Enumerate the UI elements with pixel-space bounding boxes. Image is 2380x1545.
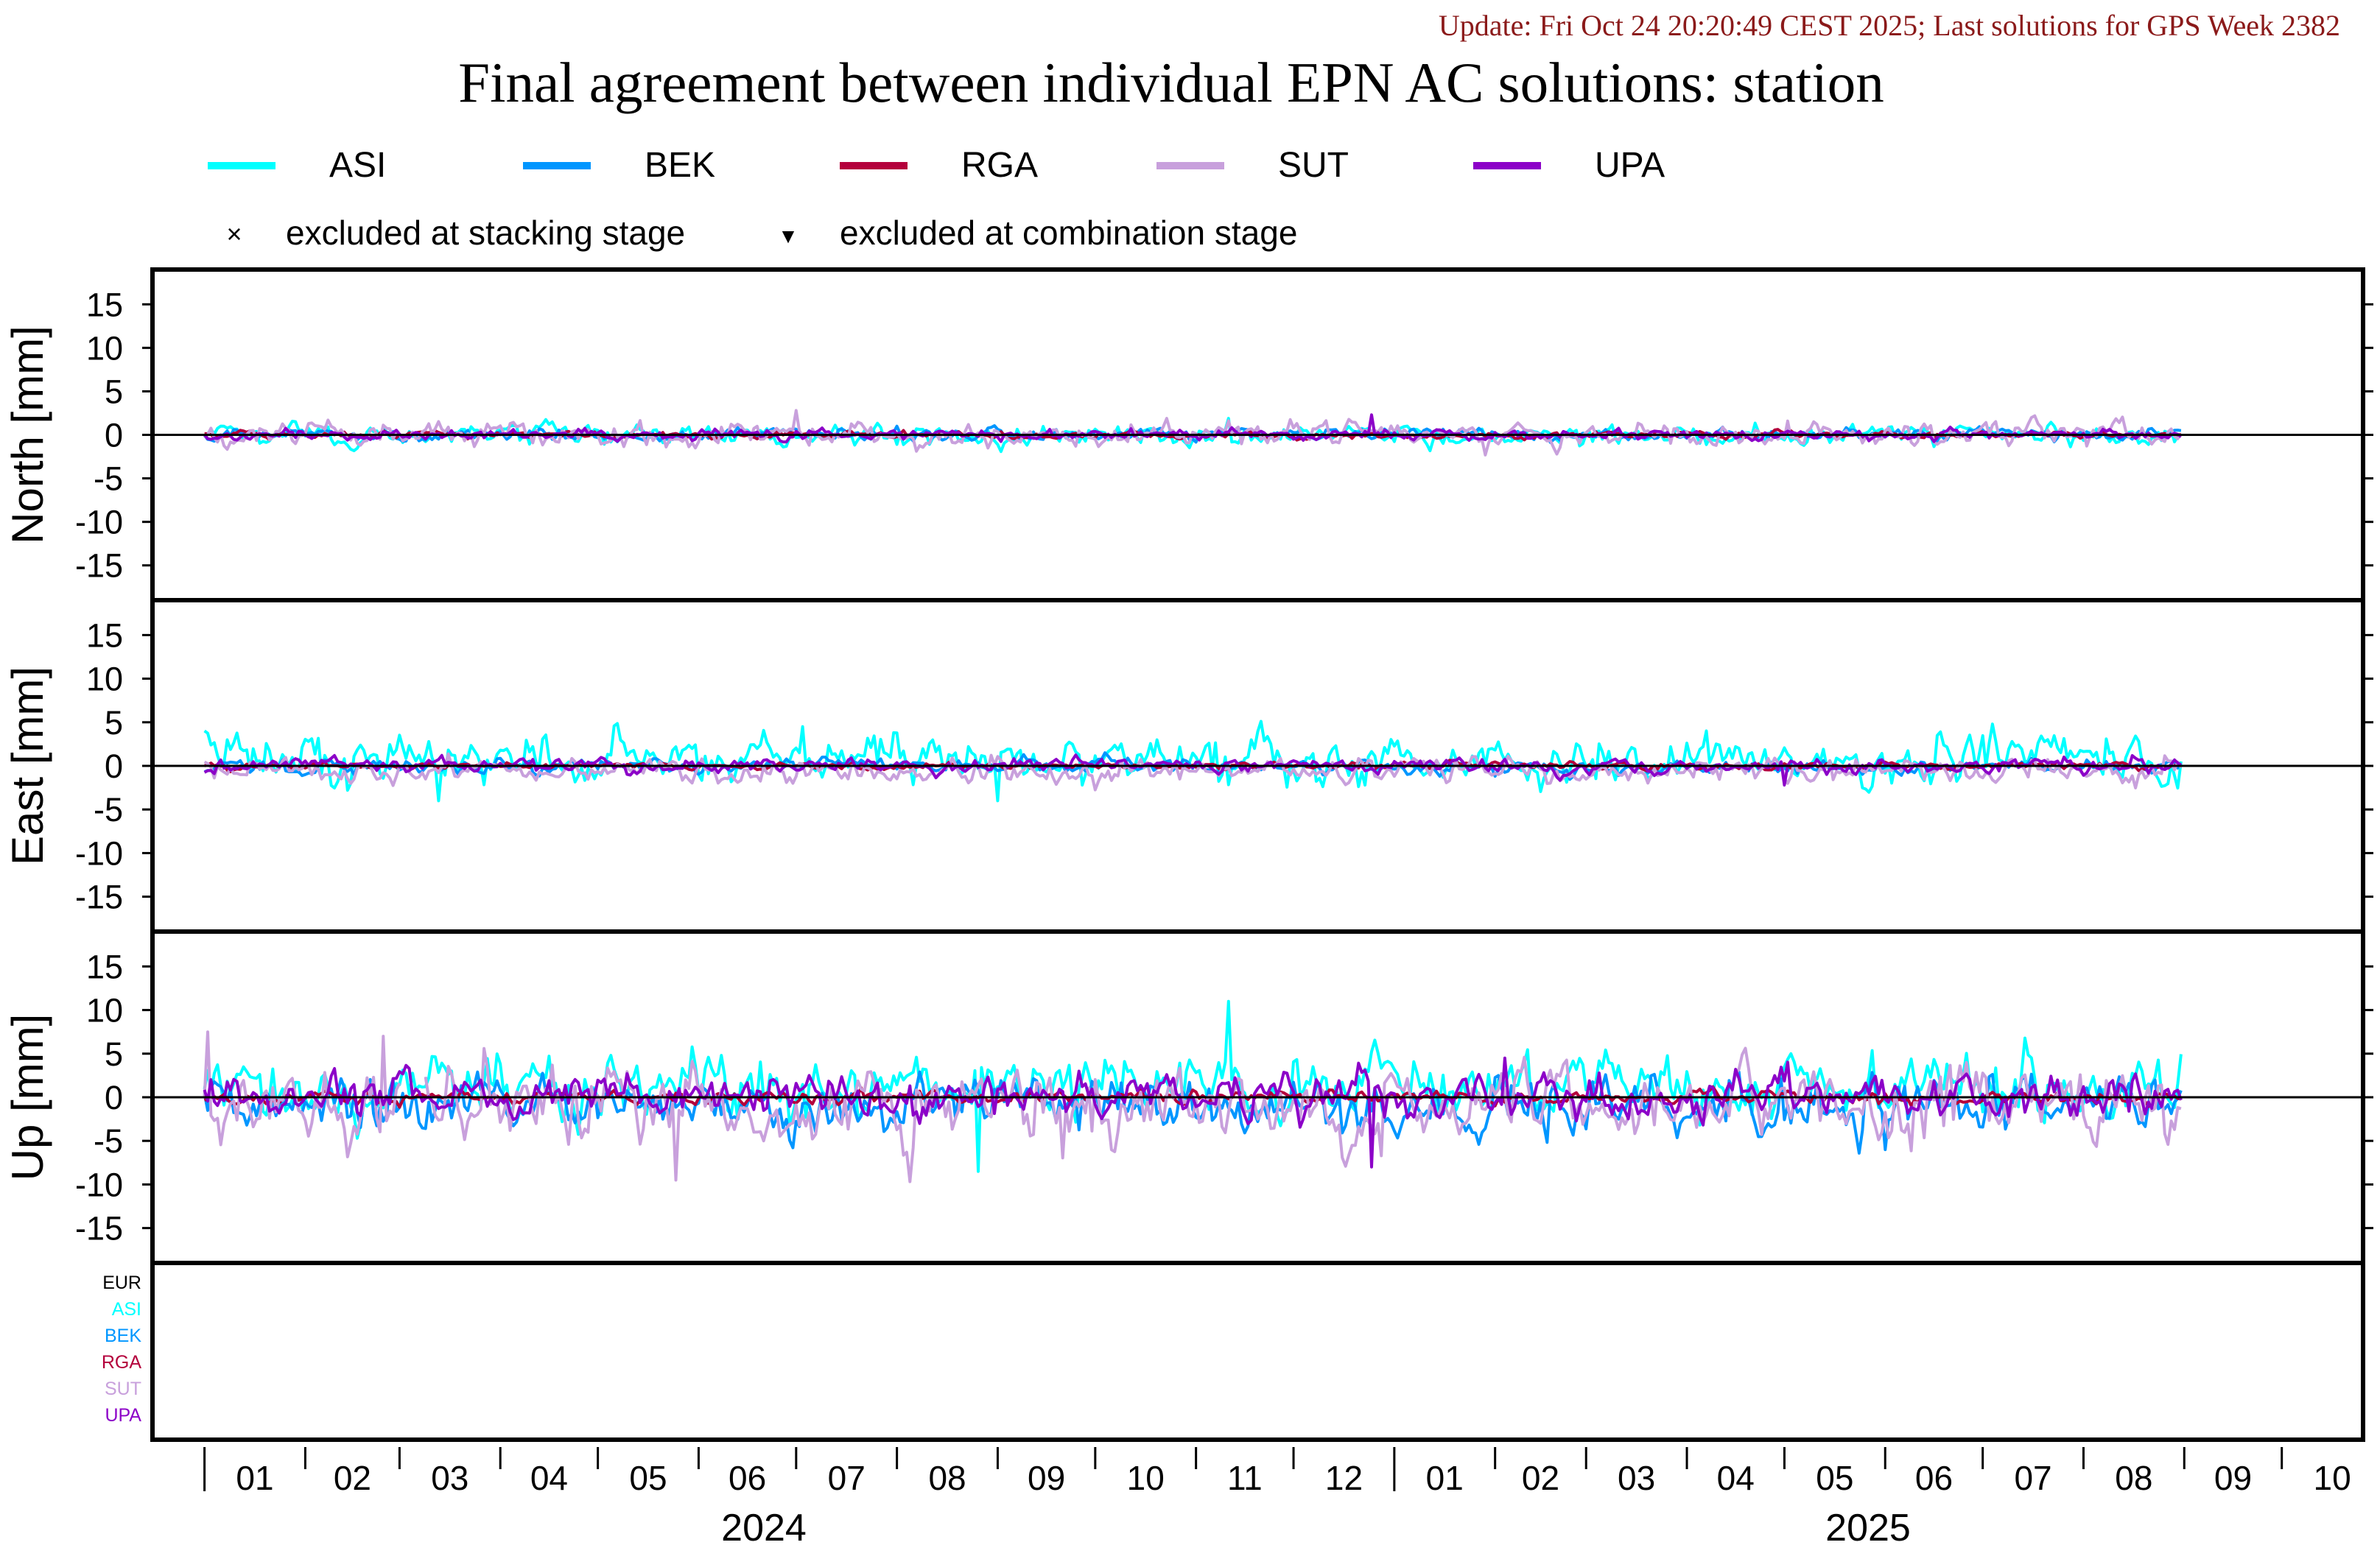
x-axis: 01 02 03 04 05 06 07 08 09 10 11 12 01 02 03 04 05 06 07 08… xyxy=(203,1447,2351,1545)
y-tick-label: 15 xyxy=(86,616,123,654)
x-tick-label: 02 xyxy=(1522,1459,1559,1497)
panel-frame xyxy=(150,1261,2365,1442)
x-tick-label: 05 xyxy=(1816,1459,1853,1497)
panel-north: 15 10 5 0 -5 -10 -15 North [mm] xyxy=(3,267,2373,602)
panel-up: 15 10 5 0 -5 -10 -15 Up [mm] xyxy=(3,929,2373,1265)
x-tick-label: 10 xyxy=(1127,1459,1165,1497)
year-label: 2024 xyxy=(721,1507,807,1545)
legend-label-sut: SUT xyxy=(1278,146,1349,185)
legend-label-asi: ASI xyxy=(329,146,386,185)
y-tick-label: 0 xyxy=(105,1079,123,1116)
x-tick-label: 04 xyxy=(530,1459,568,1497)
y-tick-label: 10 xyxy=(86,329,123,367)
combination-marker-icon: ▼ xyxy=(778,225,798,247)
y-tick-label: -5 xyxy=(94,791,123,828)
x-tick-label: 03 xyxy=(431,1459,468,1497)
y-tick-label: 15 xyxy=(86,286,123,323)
legend-label-rga: RGA xyxy=(961,146,1038,185)
x-tick-label: 07 xyxy=(2014,1459,2051,1497)
x-tick-label: 09 xyxy=(1028,1459,1065,1497)
legend-marker-label: excluded at combination stage xyxy=(840,214,1297,252)
series-line-asi xyxy=(203,999,2183,1173)
plot-panels: 15 10 5 0 -5 -10 -15 North [mm] 15 10 5 0 -5 -10 -15 Ea… xyxy=(3,267,2373,1442)
series-line-asi xyxy=(203,719,2183,803)
y-tick-label: -15 xyxy=(75,547,123,585)
series-group xyxy=(203,999,2183,1183)
y-axis-label: North [mm] xyxy=(3,325,52,544)
chart-title: Final agreement between individual EPN A… xyxy=(458,51,1884,114)
update-text: Update: Fri Oct 24 20:20:49 CEST 2025; L… xyxy=(1439,9,2340,42)
series-line-sut xyxy=(203,752,2183,792)
y-tick-label: -15 xyxy=(75,879,123,916)
y-axis-label: Up [mm] xyxy=(3,1014,52,1181)
x-tick-label: 08 xyxy=(928,1459,966,1497)
legend-marker-label: excluded at stacking stage xyxy=(286,214,685,252)
x-tick-label: 07 xyxy=(828,1459,866,1497)
series-group xyxy=(203,409,2183,457)
stacking-marker-icon: × xyxy=(226,219,242,249)
series-line-sut xyxy=(203,409,2183,457)
year-label: 2025 xyxy=(1825,1507,1911,1545)
legend-label-upa: UPA xyxy=(1595,146,1665,185)
x-tick-label: 05 xyxy=(629,1459,667,1497)
legend-label-bek: BEK xyxy=(645,146,715,185)
x-tick-label: 08 xyxy=(2115,1459,2152,1497)
panel-exclusions: EUR ASI BEK RGA SUT UPA xyxy=(102,1261,2365,1442)
x-tick-label: 11 xyxy=(1227,1459,1263,1497)
y-tick-label: 5 xyxy=(105,1035,123,1073)
y-tick-label: 5 xyxy=(105,704,123,742)
y-axis-label: East [mm] xyxy=(3,666,52,865)
panel-east: 15 10 5 0 -5 -10 -15 East [mm] xyxy=(3,598,2373,934)
ac-label-bek: BEK xyxy=(105,1326,141,1346)
y-tick-label: -10 xyxy=(75,504,123,541)
series-line-upa xyxy=(203,753,2182,787)
y-tick-label: 5 xyxy=(105,373,123,410)
x-tick-label: 09 xyxy=(2214,1459,2252,1497)
x-tick-label: 10 xyxy=(2313,1459,2351,1497)
y-tick-label: 0 xyxy=(105,417,123,454)
y-tick-label: -10 xyxy=(75,1166,123,1203)
series-group xyxy=(203,719,2183,803)
legend: ASI BEK RGA SUT UPA × excluded at stacking sta… xyxy=(208,146,1665,252)
x-tick-label: 06 xyxy=(729,1459,766,1497)
x-tick-label: 01 xyxy=(1426,1459,1464,1497)
ac-label-eur: EUR xyxy=(102,1273,141,1293)
y-tick-label: -15 xyxy=(75,1210,123,1247)
y-tick-label: 10 xyxy=(86,992,123,1030)
y-tick-label: 0 xyxy=(105,747,123,785)
y-tick-label: -5 xyxy=(94,460,123,498)
ac-label-rga: RGA xyxy=(102,1352,142,1373)
x-tick-label: 06 xyxy=(1915,1459,1953,1497)
y-tick-label: 15 xyxy=(86,948,123,985)
x-tick-label: 04 xyxy=(1717,1459,1755,1497)
x-tick-label: 01 xyxy=(236,1459,273,1497)
y-tick-label: -10 xyxy=(75,834,123,872)
x-tick-label: 02 xyxy=(334,1459,371,1497)
y-tick-label: -5 xyxy=(94,1122,123,1160)
y-tick-label: 10 xyxy=(86,661,123,698)
ac-label-upa: UPA xyxy=(105,1405,141,1426)
ac-label-sut: SUT xyxy=(105,1379,141,1399)
x-tick-label: 12 xyxy=(1325,1459,1363,1497)
ac-label-asi: ASI xyxy=(112,1299,141,1320)
x-tick-label: 03 xyxy=(1618,1459,1655,1497)
